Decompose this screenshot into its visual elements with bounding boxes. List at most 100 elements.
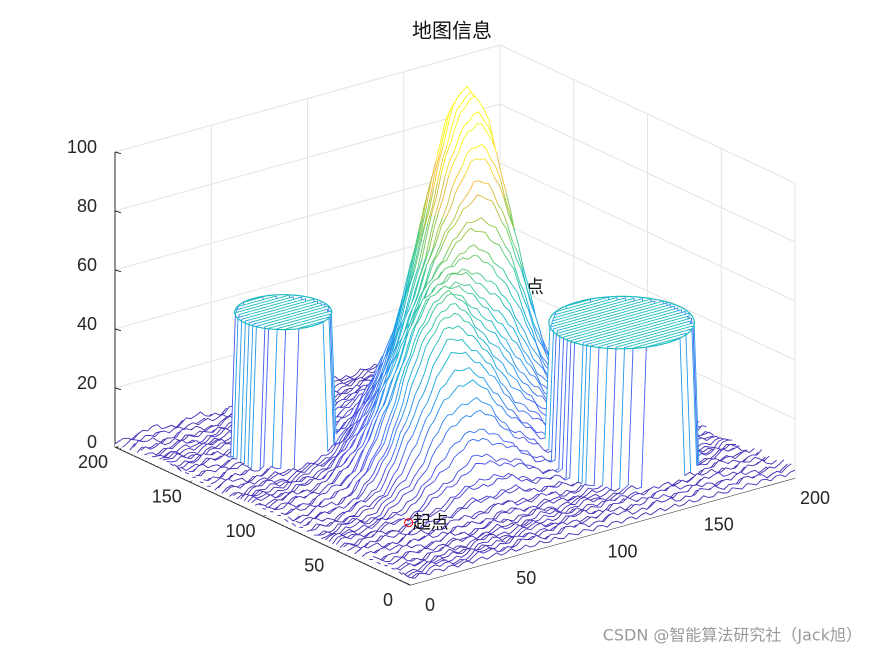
- mesh-floor: [540, 533, 552, 540]
- mesh-floor: [205, 436, 216, 443]
- mesh-floor: [709, 440, 720, 448]
- mesh-floor: [433, 555, 444, 561]
- mesh-line: [631, 337, 642, 341]
- mesh-line: [455, 485, 466, 498]
- mesh-line: [425, 215, 436, 258]
- mesh-floor: [247, 496, 258, 503]
- mesh-floor: [418, 547, 429, 554]
- mesh-floor: [711, 468, 722, 473]
- mesh-line: [348, 421, 359, 440]
- mesh-floor: [544, 536, 555, 544]
- mesh-line: [373, 413, 384, 442]
- mesh-floor: [353, 538, 364, 546]
- mesh-line: [593, 297, 604, 302]
- mesh-line: [435, 120, 447, 162]
- mesh-line: [471, 396, 482, 403]
- mesh-line: [644, 314, 655, 318]
- mesh-floor: [603, 492, 615, 502]
- mesh-floor: [501, 522, 512, 528]
- mesh-floor: [710, 447, 721, 454]
- mesh-line: [613, 314, 624, 319]
- mesh-floor: [343, 542, 354, 548]
- mesh-floor: [532, 477, 543, 482]
- mesh-floor: [403, 516, 414, 522]
- mesh-line: [250, 302, 261, 307]
- mesh-floor: [636, 347, 647, 490]
- mesh-floor: [775, 474, 786, 478]
- mesh-line: [663, 330, 674, 335]
- mesh-line: [497, 204, 509, 226]
- mesh-floor: [174, 426, 184, 430]
- mesh-line: [429, 408, 440, 428]
- mesh-line: [493, 262, 504, 270]
- mesh-floor: [286, 470, 298, 482]
- mesh-floor: [346, 518, 357, 525]
- mesh-floor: [438, 565, 449, 572]
- mesh-line: [499, 341, 511, 354]
- mesh-line: [584, 322, 595, 327]
- mesh-line: [411, 259, 423, 292]
- mesh-line: [599, 307, 609, 312]
- mesh-floor: [552, 522, 563, 531]
- mesh-line: [268, 325, 279, 329]
- mesh-floor: [193, 442, 204, 451]
- mesh-floor: [355, 368, 366, 376]
- mesh-line: [505, 245, 516, 268]
- mesh-floor: [478, 541, 488, 545]
- mesh-floor: [483, 506, 494, 514]
- mesh-line: [506, 284, 517, 304]
- mesh-floor: [459, 531, 470, 537]
- mesh-floor: [193, 420, 204, 426]
- mesh-floor: [491, 523, 503, 530]
- mesh-floor: [301, 476, 312, 482]
- mesh-floor: [488, 519, 499, 526]
- mesh-floor: [708, 491, 719, 498]
- mesh-floor: [704, 466, 714, 470]
- mesh-line: [448, 385, 459, 399]
- mesh-line: [677, 329, 688, 334]
- mesh-floor: [180, 444, 191, 449]
- mesh-line: [505, 458, 516, 463]
- mesh-floor: [590, 493, 601, 498]
- mesh-line: [387, 417, 399, 447]
- mesh-floor: [514, 535, 525, 538]
- mesh-line: [254, 304, 265, 308]
- mesh-line: [343, 459, 354, 470]
- mesh-line: [457, 131, 469, 155]
- mesh-line: [387, 343, 399, 370]
- mesh-line: [666, 324, 677, 329]
- mesh-floor: [200, 426, 211, 432]
- mesh-line: [517, 337, 528, 356]
- mesh-floor: [287, 490, 298, 496]
- mesh-floor: [251, 498, 262, 504]
- mesh-floor: [273, 472, 284, 477]
- mesh-floor: [464, 541, 475, 549]
- mesh-floor: [211, 442, 222, 448]
- mesh-floor: [454, 559, 465, 566]
- mesh-floor: [336, 523, 347, 531]
- mesh-floor: [561, 501, 572, 506]
- mesh-line: [683, 325, 694, 329]
- mesh-line: [532, 391, 543, 397]
- mesh-floor: [564, 342, 576, 481]
- mesh-line: [627, 313, 638, 318]
- mesh-floor: [552, 504, 563, 510]
- mesh-line: [340, 440, 351, 453]
- mesh-floor: [596, 486, 607, 493]
- mesh-floor: [395, 566, 406, 571]
- mesh-floor: [444, 561, 455, 566]
- mesh-line: [495, 458, 506, 462]
- mesh-line: [538, 357, 550, 377]
- mesh-floor: [533, 487, 544, 492]
- mesh-line: [266, 295, 277, 300]
- mesh-floor: [534, 514, 545, 522]
- mesh-floor: [335, 536, 346, 545]
- mesh-line: [261, 321, 272, 326]
- mesh-line: [484, 333, 495, 346]
- mesh-line: [310, 316, 321, 320]
- mesh-floor: [752, 449, 763, 456]
- mesh-floor: [271, 480, 282, 485]
- mesh-line: [473, 372, 484, 379]
- mesh-line: [505, 339, 516, 358]
- mesh-floor: [258, 328, 270, 472]
